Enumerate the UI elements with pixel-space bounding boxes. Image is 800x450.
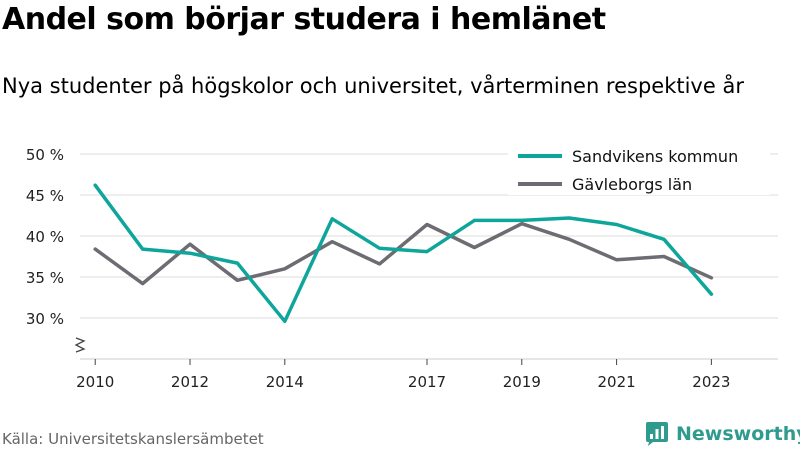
line-chart: 30 %35 %40 %45 %50 % 2010 2012 2014 2017 201… — [25, 137, 778, 391]
x-tick-label: 2019 — [503, 373, 541, 391]
x-tick-label: 2021 — [597, 373, 635, 391]
legend-label: Sandvikens kommun — [572, 147, 738, 166]
axis-break-icon — [74, 337, 86, 353]
legend-label: Gävleborgs län — [572, 175, 692, 194]
y-axis-ticks: 30 % 35 % 40 % 45 % 50 % — [26, 146, 64, 328]
series-line-gavleborgs-lan — [93, 221, 714, 286]
x-axis-ticks: 2010 2012 2014 2017 2019 2021 2023 — [76, 359, 730, 391]
legend: Sandvikens kommun Gävleborgs län — [508, 137, 770, 195]
y-tick-label: 35 % — [26, 269, 64, 287]
y-tick-label: 40 % — [26, 228, 64, 246]
x-tick-label: 2023 — [692, 373, 730, 391]
newsworthy-logo-icon — [646, 422, 668, 446]
brand-logo: Newsworthy — [644, 421, 800, 447]
chart-subtitle: Nya studenter på högskolor och universit… — [2, 74, 744, 98]
x-tick-label: 2014 — [266, 373, 304, 391]
x-tick-label: 2017 — [408, 373, 446, 391]
source-note: Källa: Universitetskanslersämbetet — [2, 430, 264, 448]
y-tick-label: 50 % — [26, 146, 64, 164]
x-tick-label: 2012 — [171, 373, 209, 391]
series-lines — [93, 183, 714, 324]
series-line-sandvikens-kommun — [93, 183, 714, 324]
x-tick-label: 2010 — [76, 373, 114, 391]
y-tick-label: 30 % — [26, 310, 64, 328]
y-tick-label: 45 % — [26, 187, 64, 205]
brand-name: Newsworthy — [676, 423, 800, 445]
chart-title: Andel som börjar studera i hemlänet — [2, 2, 606, 37]
